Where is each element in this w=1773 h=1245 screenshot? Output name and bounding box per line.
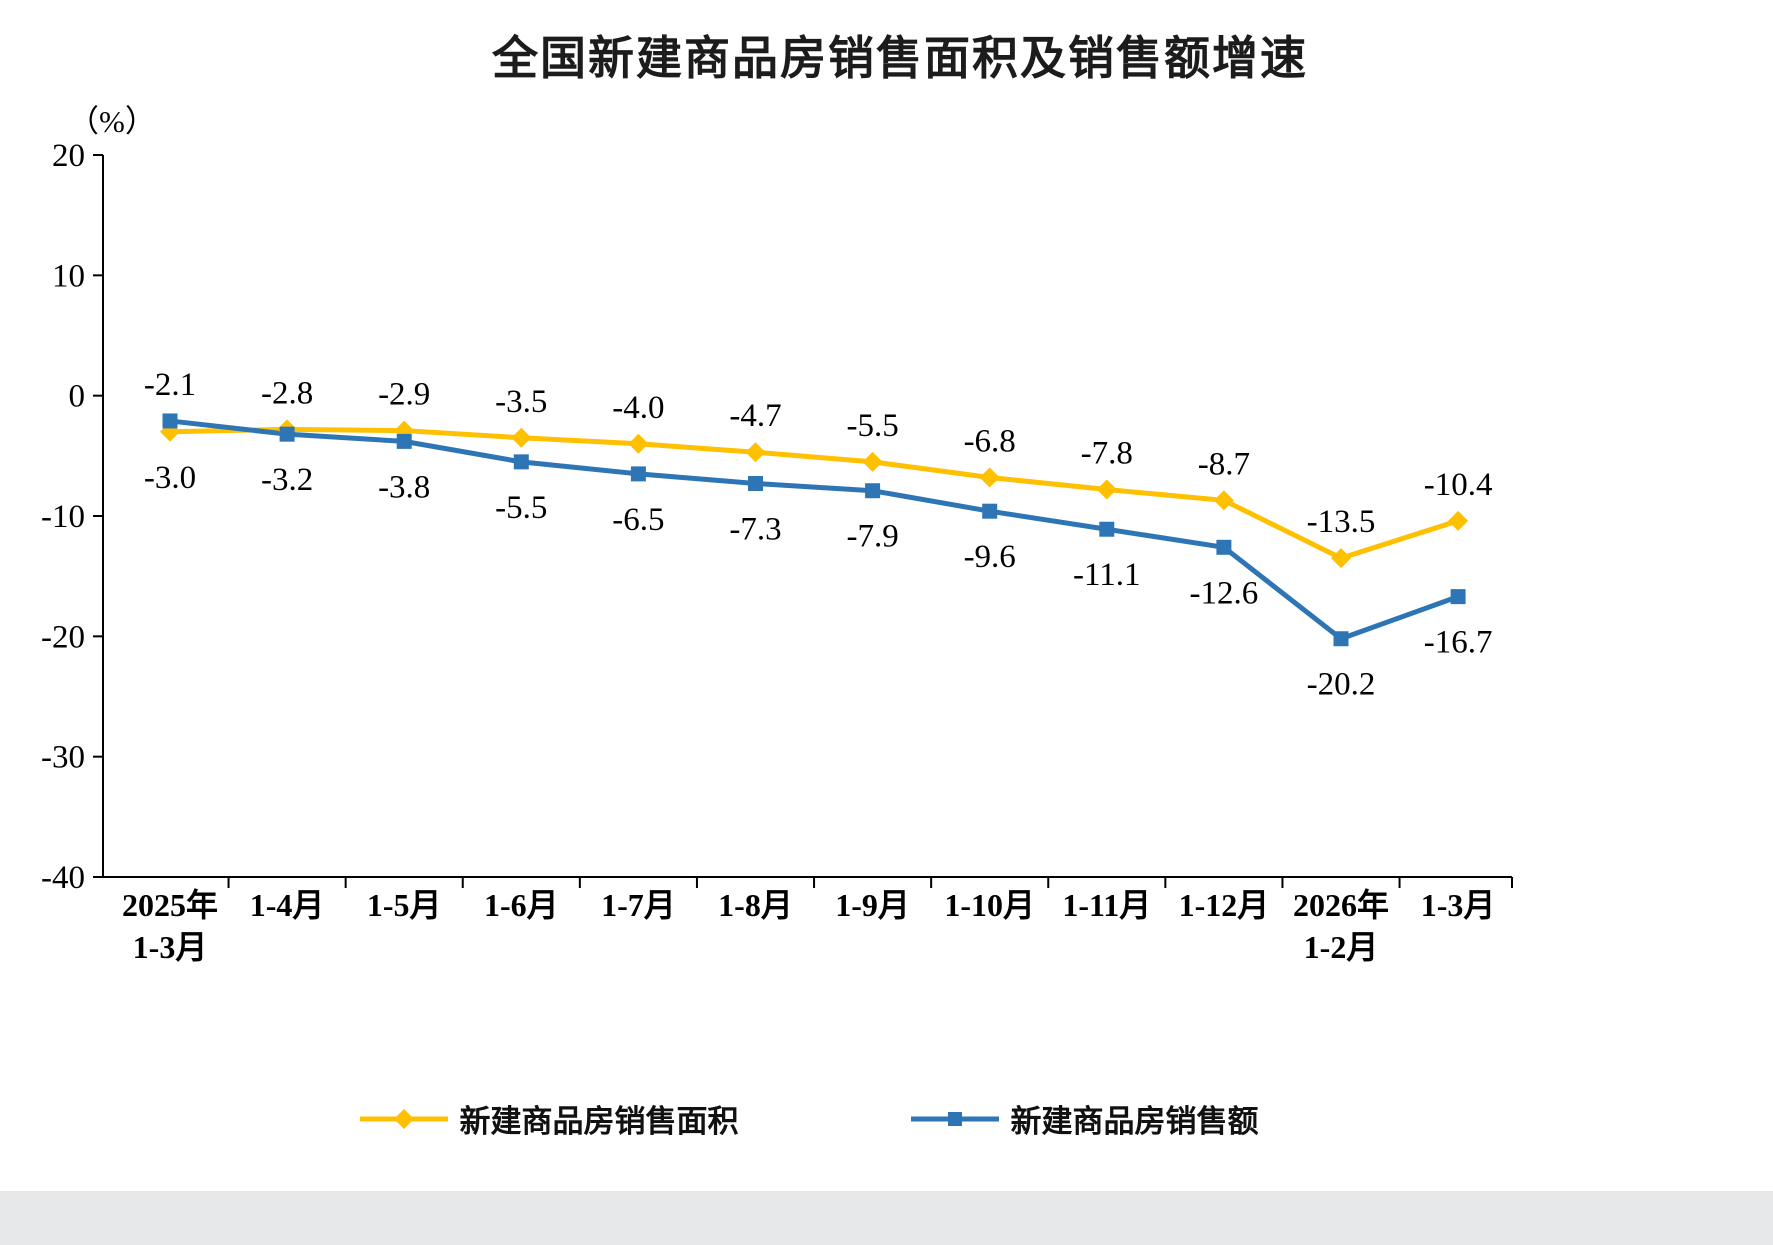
data-point-marker-diamond	[1096, 479, 1117, 500]
legend-item-sales-value: 新建商品房销售额	[909, 1096, 1259, 1141]
x-category-label: 1-9月	[835, 887, 910, 923]
series-line-square	[167, 418, 1461, 642]
x-category-label: 1-7月	[601, 887, 676, 923]
data-point-marker-square	[630, 466, 646, 482]
data-point-label: -4.0	[612, 390, 664, 426]
data-point-marker-square	[748, 476, 763, 492]
data-point-label: -10.4	[1424, 467, 1493, 503]
y-axis-tick-label: -10	[41, 499, 85, 535]
data-point-label: -3.0	[144, 460, 196, 496]
x-category-label: 2025年	[122, 887, 218, 923]
data-point-marker-diamond	[979, 467, 1000, 488]
x-category-label: 1-3月	[1421, 887, 1496, 923]
data-point-label: -2.8	[261, 375, 313, 411]
x-category-label: 1-5月	[367, 887, 442, 923]
data-point-label: -9.6	[964, 539, 1016, 575]
data-point-marker-square	[279, 426, 295, 442]
y-axis-tick-label: 0	[69, 379, 86, 415]
x-category-label: 1-4月	[250, 887, 325, 923]
x-category-label: 1-11月	[1062, 887, 1151, 923]
legend-diamond-marker	[393, 1108, 414, 1129]
x-category-label: 1-8月	[718, 887, 793, 923]
data-point-label: -4.7	[729, 398, 781, 434]
data-point-marker-diamond	[628, 433, 649, 454]
data-point-label: -12.6	[1190, 575, 1259, 611]
x-category-label: 2026年	[1293, 887, 1389, 923]
chart-title: 全国新建商品房销售面积及销售额增速	[492, 32, 1308, 84]
legend-item-sales-area: 新建商品房销售面积	[358, 1096, 739, 1141]
x-category-label: 1-3月	[133, 929, 208, 965]
data-point-marker-diamond	[1448, 510, 1469, 531]
legend-label-sales-value: 新建商品房销售额	[1010, 1104, 1259, 1139]
data-point-marker-square	[1216, 539, 1232, 555]
data-point-label: -5.5	[495, 490, 547, 526]
sales-value-series-marker-icon	[910, 1111, 999, 1126]
data-point-marker-diamond	[1213, 490, 1234, 511]
data-point-marker-square	[1099, 521, 1115, 537]
data-point-label: -5.5	[846, 408, 898, 444]
data-point-label: -8.7	[1198, 446, 1250, 482]
data-point-label: -6.8	[964, 423, 1016, 459]
data-point-label: -13.5	[1307, 504, 1376, 540]
data-point-marker-diamond	[862, 451, 883, 472]
data-point-label: -2.9	[378, 377, 430, 413]
y-axis-tick-label: -30	[41, 740, 85, 776]
x-category-label: 1-2月	[1304, 929, 1379, 965]
data-point-label: -3.2	[261, 462, 313, 498]
data-point-marker-square	[1333, 631, 1349, 647]
data-point-label: -16.7	[1424, 625, 1493, 661]
series-line-diamond	[167, 426, 1461, 561]
data-point-label: -7.3	[729, 512, 781, 548]
y-axis-tick-label: -40	[41, 860, 85, 896]
y-axis-tick-label: 20	[52, 138, 85, 174]
data-point-marker-square	[162, 413, 178, 429]
data-point-label: -7.9	[846, 519, 898, 555]
data-point-label: -6.5	[612, 502, 664, 538]
data-point-marker-diamond	[1331, 548, 1351, 569]
footer-strip	[0, 1191, 1773, 1245]
data-point-label: -3.8	[378, 469, 430, 505]
x-category-label: 1-6月	[484, 887, 559, 923]
y-axis-tick-label: 10	[52, 258, 85, 294]
data-point-marker-diamond	[511, 427, 532, 448]
data-point-label: -20.2	[1307, 667, 1376, 703]
legend-square-marker	[947, 1111, 962, 1126]
data-point-marker-square	[396, 433, 412, 449]
data-point-marker-square	[865, 483, 881, 499]
data-point-marker-diamond	[745, 442, 766, 463]
y-axis-tick-label: -20	[41, 619, 85, 655]
legend-label-sales-area: 新建商品房销售面积	[459, 1104, 739, 1139]
line-chart-plot-area: 20 10 0 -10 -20 -30 -40 2025年 1-3月 1-4月 1-5月 1-6月 1-…	[41, 138, 1513, 965]
sales-area-series-marker-icon	[359, 1108, 448, 1129]
data-point-label: -2.1	[144, 367, 196, 403]
data-point-label: -11.1	[1073, 557, 1141, 593]
chart-legend: 新建商品房销售面积 新建商品房销售额	[103, 1096, 1513, 1141]
data-point-marker-square	[1450, 589, 1466, 605]
data-point-marker-square	[982, 503, 998, 519]
data-point-label: -7.8	[1081, 436, 1133, 472]
x-category-label: 1-10月	[944, 887, 1035, 923]
data-point-marker-square	[513, 454, 529, 470]
x-category-label: 1-12月	[1179, 887, 1270, 923]
data-point-label: -3.5	[495, 384, 547, 420]
y-axis-unit-label: （%）	[68, 104, 156, 139]
